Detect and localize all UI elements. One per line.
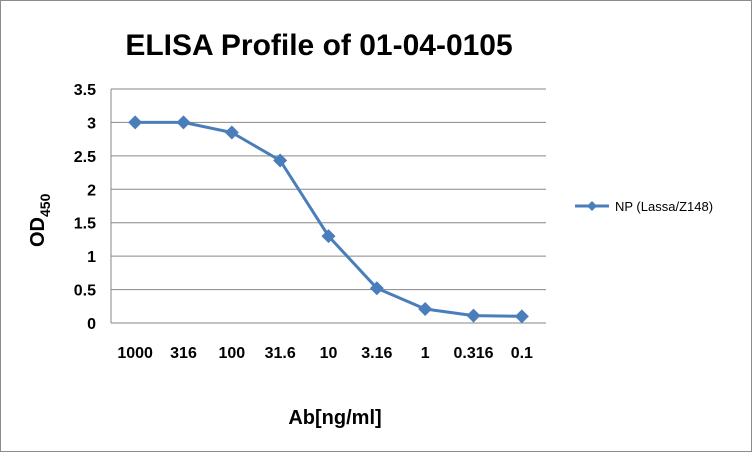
- x-tick-label: 1: [421, 345, 430, 362]
- x-axis-title: Ab[ng/ml]: [288, 407, 381, 429]
- x-tick-label: 100: [218, 345, 245, 362]
- y-tick-label: 3.5: [74, 82, 96, 99]
- legend-entry-label: NP (Lassa/Z148): [615, 199, 713, 214]
- x-tick-label: 1000: [117, 345, 153, 362]
- series-line: [135, 120, 522, 318]
- x-tick-label: 0.316: [453, 345, 493, 362]
- legend: NP (Lassa/Z148): [575, 199, 713, 214]
- x-tick-label: 316: [170, 345, 197, 362]
- data-point-marker: [224, 125, 239, 140]
- data-point-marker: [176, 115, 191, 130]
- y-axis-tick-labels: 0 0.5 1 1.5 2 2.5 3 3.5: [74, 82, 96, 333]
- y-tick-label: 1.5: [74, 216, 96, 233]
- y-axis-title-main: OD: [27, 217, 49, 247]
- y-tick-label: 1: [87, 249, 96, 266]
- data-point-marker: [321, 229, 336, 244]
- chart-title: ELISA Profile of 01-04-0105: [125, 29, 512, 62]
- y-tick-label: 2: [87, 182, 96, 199]
- x-axis-tick-labels: 1000 316 100 31.6 10 3.16 1 0.316 0.1: [117, 345, 533, 362]
- data-point-marker: [369, 281, 384, 296]
- data-point-marker: [273, 153, 288, 168]
- data-point-marker: [514, 309, 529, 324]
- x-tick-label: 3.16: [361, 345, 392, 362]
- gridlines: [111, 88, 546, 291]
- y-tick-label: 2.5: [74, 149, 96, 166]
- y-axis-title: OD450: [27, 193, 53, 247]
- legend-marker-sample: [587, 201, 597, 211]
- x-tick-label: 31.6: [265, 345, 296, 362]
- series-layer: [128, 115, 529, 324]
- y-axis-title-subscript: 450: [37, 193, 53, 217]
- data-point-marker: [128, 115, 143, 130]
- x-tick-label: 0.1: [511, 345, 533, 362]
- data-point-marker: [466, 308, 481, 323]
- y-tick-label: 0.5: [74, 283, 96, 300]
- x-tick-label: 10: [320, 345, 338, 362]
- y-tick-label: 3: [87, 115, 96, 132]
- y-tick-label: 0: [87, 316, 96, 333]
- data-point-marker: [418, 301, 433, 316]
